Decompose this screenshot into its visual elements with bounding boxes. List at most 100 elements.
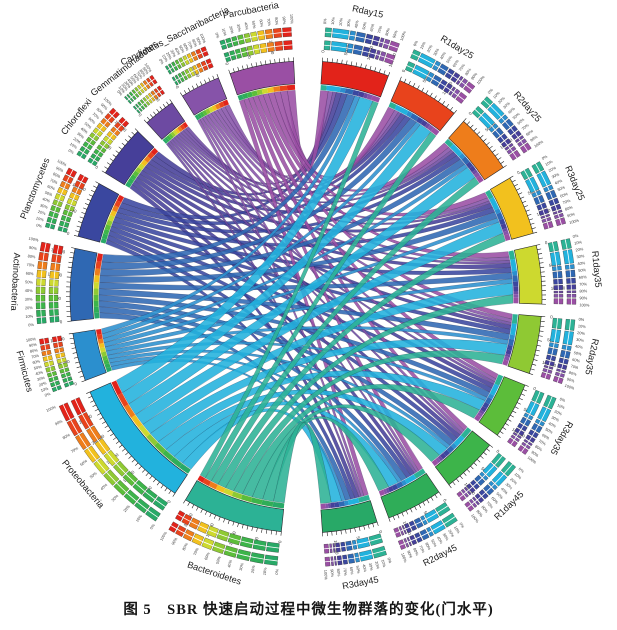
tick [514,183,518,187]
tick-label: 100% [533,139,545,149]
inner-strip-segment [95,261,102,269]
tick-label: 30% [502,100,511,109]
tick [354,527,356,532]
inner-strip-segment [450,442,458,450]
tick-label: 100% [289,14,295,25]
tick [404,78,407,83]
tick [71,247,76,249]
tick-label: 80% [480,504,489,514]
ring-midline [62,403,159,519]
tick-label: 0% [149,522,157,530]
tick [511,179,516,183]
tick [153,478,156,483]
tick [434,494,438,499]
figure-caption: 图 5 SBR 快速启动过程中微生物群落的变化(门水平) [123,602,494,618]
ring-midline [556,318,571,384]
tick-label: 20% [548,165,558,173]
tick-label: 40% [42,196,52,204]
ribbon [99,306,408,481]
inner-strip-segment [471,169,478,175]
tick-label: 90% [579,295,587,300]
tick [340,530,342,535]
tick-label: 40% [439,51,447,61]
tick [200,508,203,513]
tick [446,103,450,108]
tick-label: 0 [138,112,144,118]
tick [212,75,215,80]
tick-label: 30% [432,47,440,57]
tick-label: 80% [181,542,189,552]
sample-label: R1day35 [590,250,603,288]
tick [159,106,163,111]
inner-strip-segment [502,359,509,366]
tick-label: 20% [554,409,564,417]
tick-label: 90% [29,245,38,251]
tick [213,514,217,519]
ring-midline [411,53,473,91]
sample-label: R2day35 [583,338,600,376]
tick-label: 50% [445,54,454,64]
tick [355,62,358,67]
inner-strip-segment [352,89,360,97]
tick-label: 0 [378,530,384,534]
tick-label: 60% [451,58,460,68]
tick-label: 30% [169,49,177,59]
ring-midline [534,162,563,226]
tick [187,502,190,506]
tick-label: 40% [436,535,444,545]
tick-label: 70% [342,567,348,576]
tick-label: 80% [30,347,39,354]
tick-label: 10% [330,16,336,25]
tick [336,531,338,536]
tick [518,192,523,195]
tick-label: 0% [116,89,124,97]
inner-strip-segment [135,167,142,174]
inner-strip-segment [93,306,100,314]
tick-label: 80% [579,288,587,293]
inner-strip-segment [413,468,426,479]
tick [84,203,89,206]
inner-strip-segment [387,485,394,493]
tick-label: 0% [386,557,393,564]
tick-label: 50% [557,184,567,192]
tick [539,262,544,264]
ring-midline [564,238,572,305]
tick [107,162,111,166]
tick [532,363,537,366]
tick-label: 40% [126,77,135,87]
chord-diagram: 0500001000000%10%20%30%40%50%60%70%80%90… [9,0,604,591]
ring-midline [53,244,60,323]
tick [92,404,97,407]
tick-label: 90% [282,16,288,25]
ribbon [116,96,374,393]
tick-label: 100% [470,513,480,524]
ribbon [101,95,361,335]
inner-strip-segment [261,88,269,95]
tick-label: 10% [40,385,50,392]
tick [115,150,120,154]
sample-arc-R3day25: 0500001000000%10%20%30%40%50%60%70%80%90… [485,153,587,241]
tick-label: 90% [529,134,539,143]
tick-label: 70% [135,70,144,80]
tick [463,118,467,122]
tick [94,408,99,412]
inner-strip-segment [99,347,106,353]
inner-strip-segment [509,334,515,340]
tick-label: 20% [338,17,344,26]
inner-strip-segment [378,489,385,496]
ribbon [225,294,514,492]
inner-strip-segment [208,481,218,490]
ribbon [105,326,509,356]
inner-strip-segment [116,194,125,203]
ring-midline [126,78,156,102]
tick-label: 20% [447,529,456,539]
tick [75,230,80,233]
tick-label: 50% [545,427,555,435]
tick [470,124,474,128]
tick [246,525,249,530]
tick [73,235,78,237]
tick-label: 0% [214,32,221,39]
tick [438,98,441,102]
ring-midline [398,516,456,547]
inner-strip-segment [215,484,226,493]
